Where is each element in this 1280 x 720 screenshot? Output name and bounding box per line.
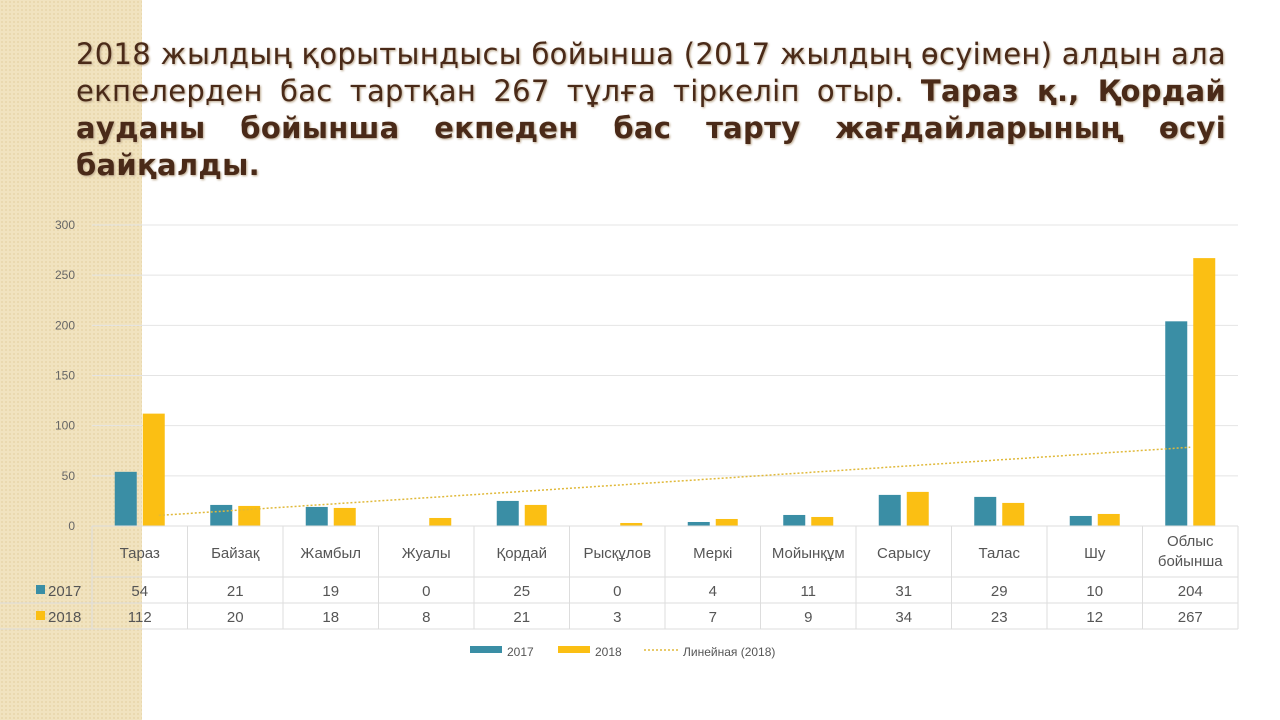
category-label: Жуалы bbox=[402, 545, 451, 562]
legend-label: 2018 bbox=[595, 645, 622, 659]
trendline bbox=[158, 446, 1191, 517]
bar-chart: 050100150200250300Тараз54112Байзақ2120Жа… bbox=[0, 218, 1239, 659]
bar-2018 bbox=[715, 518, 738, 526]
bar-2017 bbox=[974, 496, 997, 526]
table-value: 9 bbox=[804, 609, 812, 626]
bar-2017 bbox=[210, 504, 233, 526]
title-line-2: Тараз қ., Қордай ауданы бойынша екпеден … bbox=[76, 74, 1226, 182]
bar-2018 bbox=[333, 507, 356, 526]
table-value: 34 bbox=[895, 609, 912, 626]
table-value: 7 bbox=[709, 609, 717, 626]
category-label: Талас bbox=[979, 545, 1021, 562]
table-value: 21 bbox=[227, 583, 244, 600]
table-value: 267 bbox=[1178, 609, 1203, 626]
bar-2017 bbox=[114, 471, 137, 526]
legend-label: 2017 bbox=[507, 645, 534, 659]
table-value: 29 bbox=[991, 583, 1008, 600]
category-label: Облыс bbox=[1167, 533, 1214, 550]
table-value: 3 bbox=[613, 609, 621, 626]
category-label: Меркі bbox=[693, 545, 732, 562]
table-value: 21 bbox=[513, 609, 530, 626]
table-value: 54 bbox=[131, 583, 148, 600]
table-value: 25 bbox=[513, 583, 530, 600]
table-value: 112 bbox=[128, 609, 152, 626]
decorative-background-strip bbox=[0, 0, 142, 720]
table-value: 20 bbox=[227, 609, 244, 626]
table-value: 0 bbox=[613, 583, 621, 600]
table-value: 12 bbox=[1086, 609, 1103, 626]
legend-label: Линейная (2018) bbox=[683, 645, 775, 659]
category-label: Тараз bbox=[120, 545, 160, 562]
category-label: Рысқұлов bbox=[583, 545, 651, 562]
table-value: 4 bbox=[709, 583, 717, 600]
y-tick-label: 50 bbox=[62, 469, 76, 483]
bar-2018 bbox=[620, 522, 643, 526]
table-value: 18 bbox=[322, 609, 339, 626]
category-label: Байзақ bbox=[211, 545, 260, 562]
y-tick-label: 300 bbox=[55, 218, 75, 232]
legend-key-2018 bbox=[36, 611, 45, 620]
bar-2018 bbox=[429, 517, 452, 526]
series-label: 2017 bbox=[48, 583, 81, 600]
bar-2018 bbox=[1097, 513, 1120, 526]
table-value: 31 bbox=[895, 583, 912, 600]
title-line-1: 2018 жылдың қорытындысы бойынша (2017 жы… bbox=[76, 37, 1226, 108]
category-label: бойынша bbox=[1158, 553, 1223, 570]
bar-2018 bbox=[1193, 258, 1216, 526]
slide-title: 2018 жылдың қорытындысы бойынша (2017 жы… bbox=[76, 36, 1226, 184]
bar-2018 bbox=[524, 504, 547, 526]
y-tick-label: 100 bbox=[55, 419, 75, 433]
bar-2017 bbox=[496, 500, 519, 526]
y-tick-label: 150 bbox=[55, 369, 75, 383]
legend-swatch bbox=[470, 646, 502, 653]
category-label: Қордай bbox=[496, 545, 547, 562]
table-value: 23 bbox=[991, 609, 1008, 626]
bar-2017 bbox=[1069, 515, 1092, 526]
table-value: 11 bbox=[800, 583, 816, 600]
bar-2018 bbox=[906, 491, 929, 526]
table-value: 0 bbox=[422, 583, 430, 600]
legend-key-2017 bbox=[36, 585, 45, 594]
bar-2018 bbox=[811, 516, 834, 526]
legend-swatch bbox=[558, 646, 590, 653]
bar-2018 bbox=[238, 505, 261, 526]
category-label: Жамбыл bbox=[300, 545, 361, 562]
y-tick-label: 250 bbox=[55, 268, 75, 282]
bar-2017 bbox=[305, 506, 328, 526]
table-value: 204 bbox=[1178, 583, 1203, 600]
y-tick-label: 200 bbox=[55, 318, 75, 332]
bar-2018 bbox=[142, 413, 165, 526]
y-tick-label: 0 bbox=[68, 519, 75, 533]
table-value: 8 bbox=[422, 609, 430, 626]
table-value: 10 bbox=[1086, 583, 1103, 600]
bar-2017 bbox=[783, 514, 806, 526]
category-label: Шу bbox=[1084, 545, 1106, 562]
category-label: Мойынқұм bbox=[772, 545, 845, 562]
bar-2017 bbox=[687, 521, 710, 526]
series-label: 2018 bbox=[48, 609, 81, 626]
table-value: 19 bbox=[322, 583, 339, 600]
bar-2017 bbox=[1165, 321, 1188, 526]
category-label: Сарысу bbox=[877, 545, 931, 562]
bar-2018 bbox=[1002, 502, 1025, 526]
bar-2017 bbox=[878, 494, 901, 526]
